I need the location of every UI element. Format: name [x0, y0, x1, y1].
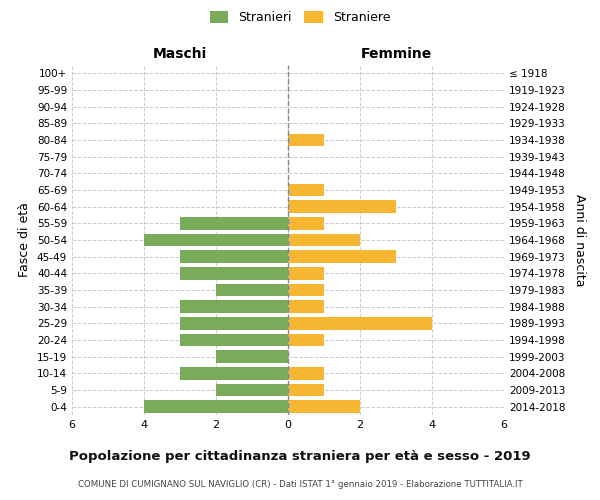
Bar [180, 267, 288, 280]
Bar [288, 384, 324, 396]
Bar [288, 317, 432, 330]
Bar [180, 334, 288, 346]
Bar [216, 284, 288, 296]
Bar [288, 134, 324, 146]
Bar [288, 284, 324, 296]
Bar [216, 384, 288, 396]
Bar [288, 184, 324, 196]
Bar [288, 217, 324, 230]
Text: Popolazione per cittadinanza straniera per età e sesso - 2019: Popolazione per cittadinanza straniera p… [69, 450, 531, 463]
Bar [288, 300, 324, 313]
Bar [180, 367, 288, 380]
Bar [288, 367, 324, 380]
Bar [144, 400, 288, 413]
Bar [288, 400, 360, 413]
Bar [180, 250, 288, 263]
Bar [288, 250, 396, 263]
Y-axis label: Anni di nascita: Anni di nascita [572, 194, 586, 286]
Bar [180, 317, 288, 330]
Legend: Stranieri, Straniere: Stranieri, Straniere [205, 6, 395, 29]
Bar [288, 234, 360, 246]
Bar [216, 350, 288, 363]
Bar [180, 217, 288, 230]
Text: Maschi: Maschi [153, 48, 207, 62]
Text: COMUNE DI CUMIGNANO SUL NAVIGLIO (CR) - Dati ISTAT 1° gennaio 2019 - Elaborazion: COMUNE DI CUMIGNANO SUL NAVIGLIO (CR) - … [77, 480, 523, 489]
Bar [288, 267, 324, 280]
Text: Femmine: Femmine [361, 48, 431, 62]
Bar [144, 234, 288, 246]
Y-axis label: Fasce di età: Fasce di età [19, 202, 31, 278]
Bar [288, 334, 324, 346]
Bar [288, 200, 396, 213]
Bar [180, 300, 288, 313]
